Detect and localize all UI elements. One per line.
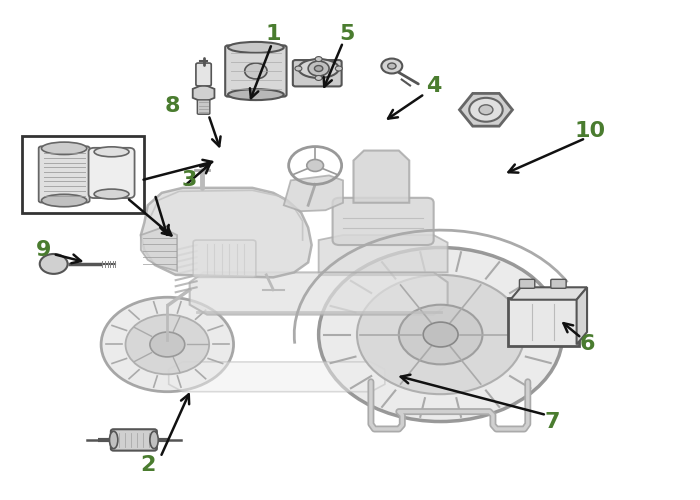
- Polygon shape: [354, 150, 410, 203]
- Circle shape: [245, 63, 267, 79]
- FancyBboxPatch shape: [332, 198, 434, 245]
- Circle shape: [469, 98, 503, 122]
- FancyBboxPatch shape: [197, 100, 210, 114]
- Polygon shape: [510, 288, 587, 300]
- Ellipse shape: [94, 147, 129, 157]
- Circle shape: [307, 160, 323, 172]
- Ellipse shape: [109, 431, 118, 448]
- FancyBboxPatch shape: [38, 146, 90, 203]
- Circle shape: [357, 275, 524, 394]
- Text: 3: 3: [182, 170, 197, 190]
- Circle shape: [150, 332, 185, 357]
- Ellipse shape: [41, 142, 87, 154]
- Polygon shape: [169, 362, 385, 392]
- Ellipse shape: [228, 42, 284, 53]
- FancyBboxPatch shape: [293, 60, 342, 86]
- Circle shape: [308, 61, 329, 76]
- Circle shape: [479, 105, 493, 115]
- FancyBboxPatch shape: [196, 63, 211, 86]
- Circle shape: [101, 297, 234, 392]
- Text: 1: 1: [265, 24, 281, 44]
- Text: 10: 10: [575, 120, 606, 141]
- Bar: [22, 136, 144, 212]
- Text: 7: 7: [545, 412, 560, 432]
- Ellipse shape: [382, 58, 402, 74]
- FancyBboxPatch shape: [225, 46, 286, 96]
- FancyBboxPatch shape: [519, 280, 535, 288]
- Polygon shape: [193, 84, 214, 102]
- Text: 9: 9: [36, 240, 51, 260]
- FancyBboxPatch shape: [88, 148, 134, 198]
- Polygon shape: [577, 288, 587, 344]
- Text: 8: 8: [164, 96, 180, 116]
- FancyBboxPatch shape: [551, 280, 566, 288]
- Text: 4: 4: [426, 76, 442, 96]
- Polygon shape: [141, 188, 312, 278]
- FancyBboxPatch shape: [508, 298, 579, 346]
- Circle shape: [125, 314, 209, 374]
- Ellipse shape: [41, 194, 87, 206]
- FancyBboxPatch shape: [193, 240, 256, 278]
- Ellipse shape: [94, 189, 129, 199]
- Circle shape: [315, 76, 322, 80]
- Ellipse shape: [388, 63, 396, 69]
- Circle shape: [318, 248, 563, 422]
- Ellipse shape: [298, 59, 339, 78]
- Polygon shape: [190, 272, 447, 314]
- Circle shape: [335, 66, 342, 71]
- Polygon shape: [141, 228, 177, 271]
- Ellipse shape: [150, 431, 158, 448]
- Circle shape: [424, 322, 458, 347]
- Circle shape: [295, 66, 302, 71]
- Polygon shape: [284, 176, 343, 211]
- Circle shape: [399, 304, 482, 364]
- Circle shape: [40, 254, 68, 274]
- Text: 5: 5: [339, 24, 354, 44]
- Polygon shape: [318, 235, 447, 273]
- Polygon shape: [459, 94, 512, 126]
- FancyBboxPatch shape: [111, 429, 157, 450]
- Ellipse shape: [228, 89, 284, 100]
- Text: 6: 6: [580, 334, 595, 354]
- Text: 2: 2: [140, 455, 155, 475]
- Circle shape: [315, 56, 322, 62]
- Circle shape: [314, 66, 323, 71]
